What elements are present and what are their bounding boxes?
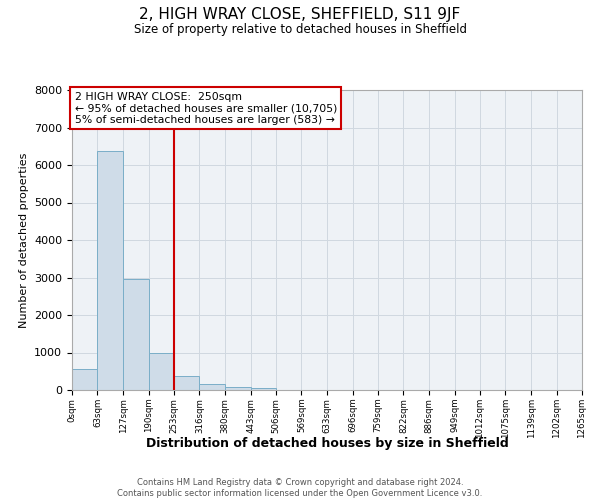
Bar: [123, 279, 149, 390]
Bar: [251, 388, 276, 390]
Bar: [174, 376, 199, 390]
Bar: [199, 384, 225, 390]
Text: Distribution of detached houses by size in Sheffield: Distribution of detached houses by size …: [146, 438, 508, 450]
Text: 2 HIGH WRAY CLOSE:  250sqm
← 95% of detached houses are smaller (10,705)
5% of s: 2 HIGH WRAY CLOSE: 250sqm ← 95% of detac…: [74, 92, 337, 124]
Text: 2, HIGH WRAY CLOSE, SHEFFIELD, S11 9JF: 2, HIGH WRAY CLOSE, SHEFFIELD, S11 9JF: [139, 8, 461, 22]
Bar: [97, 151, 123, 390]
Y-axis label: Number of detached properties: Number of detached properties: [19, 152, 29, 328]
Bar: [72, 370, 97, 390]
Bar: [225, 386, 251, 390]
Text: Contains HM Land Registry data © Crown copyright and database right 2024.
Contai: Contains HM Land Registry data © Crown c…: [118, 478, 482, 498]
Text: Size of property relative to detached houses in Sheffield: Size of property relative to detached ho…: [133, 22, 467, 36]
Bar: [149, 353, 174, 390]
